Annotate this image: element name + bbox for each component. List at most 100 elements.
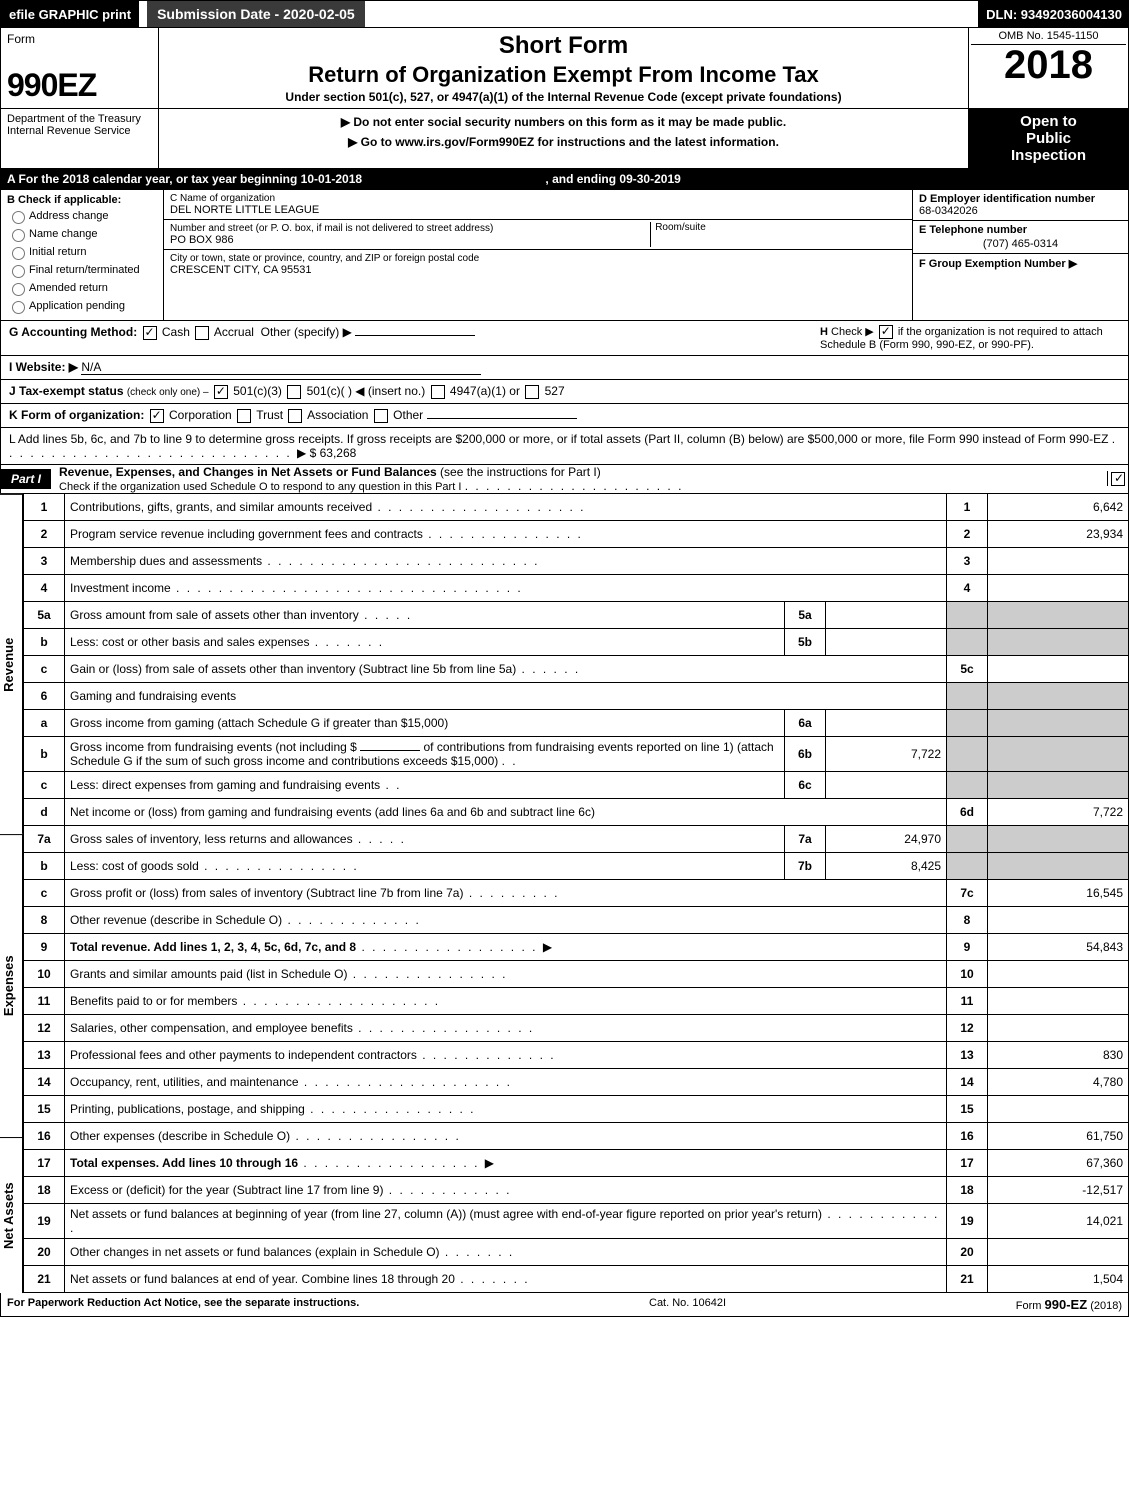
l1-rnum: 1 xyxy=(947,494,988,521)
line-5a: 5a Gross amount from sale of assets othe… xyxy=(24,601,1129,628)
l1-value: 6,642 xyxy=(988,494,1129,521)
l7a-subval: 24,970 xyxy=(826,825,947,852)
page-footer: For Paperwork Reduction Act Notice, see … xyxy=(0,1293,1129,1317)
l7b-rval-grey xyxy=(988,852,1129,879)
cb-other-org[interactable] xyxy=(374,409,388,423)
col-d-ids: D Employer identification number 68-0342… xyxy=(912,190,1128,320)
paperwork-notice: For Paperwork Reduction Act Notice, see … xyxy=(7,1297,359,1312)
l3-desc: Membership dues and assessments xyxy=(70,554,262,568)
l2-value: 23,934 xyxy=(988,520,1129,547)
cb-4947[interactable] xyxy=(431,385,445,399)
l4-desc: Investment income xyxy=(70,581,171,595)
open-to: Open to xyxy=(971,113,1126,130)
l3-num: 3 xyxy=(24,547,65,574)
cb-527[interactable] xyxy=(525,385,539,399)
l10-value xyxy=(988,960,1129,987)
cb-final-return[interactable]: Final return/terminated xyxy=(7,262,157,278)
line-14: 14 Occupancy, rent, utilities, and maint… xyxy=(24,1068,1129,1095)
l9-desc: Total revenue. Add lines 1, 2, 3, 4, 5c,… xyxy=(70,940,356,954)
l18-rnum: 18 xyxy=(947,1176,988,1203)
l6d-rnum: 6d xyxy=(947,798,988,825)
part-i-instr: (see the instructions for Part I) xyxy=(440,465,601,479)
open-public-block: Open to Public Inspection xyxy=(968,109,1128,168)
line-3: 3 Membership dues and assessments . . . … xyxy=(24,547,1129,574)
cb-schedule-b-not-required[interactable] xyxy=(879,325,893,339)
cb-amended-return[interactable]: Amended return xyxy=(7,280,157,296)
l6c-desc: Less: direct expenses from gaming and fu… xyxy=(70,778,380,792)
l10-desc: Grants and similar amounts paid (list in… xyxy=(70,967,347,981)
line-6a: a Gross income from gaming (attach Sched… xyxy=(24,709,1129,736)
row-l-text: L Add lines 5b, 6c, and 7b to line 9 to … xyxy=(9,432,1108,446)
form-of-org-label: K Form of organization: xyxy=(9,408,144,422)
l15-desc: Printing, publications, postage, and shi… xyxy=(70,1102,305,1116)
l20-rnum: 20 xyxy=(947,1238,988,1265)
cb-accrual[interactable] xyxy=(195,326,209,340)
l7a-rnum-grey xyxy=(947,825,988,852)
row-g: G Accounting Method: Cash Accrual Other … xyxy=(9,325,475,351)
ein-cell: D Employer identification number 68-0342… xyxy=(913,190,1128,221)
l16-value: 61,750 xyxy=(988,1122,1129,1149)
cb-501c[interactable] xyxy=(287,385,301,399)
return-title: Return of Organization Exempt From Incom… xyxy=(165,62,962,88)
group-exemption-label: F Group Exemption Number ▶ xyxy=(919,258,1077,270)
l6b-blank[interactable] xyxy=(360,750,420,751)
l5a-rnum-grey xyxy=(947,601,988,628)
l15-rnum: 15 xyxy=(947,1095,988,1122)
cb-name-change[interactable]: Name change xyxy=(7,226,157,242)
l21-value: 1,504 xyxy=(988,1265,1129,1292)
form-header: Form 990EZ Short Form Return of Organiza… xyxy=(0,28,1129,109)
l6b-num: b xyxy=(24,736,65,771)
cb-schedule-o-used[interactable] xyxy=(1111,472,1125,486)
cb-application-pending[interactable]: Application pending xyxy=(7,298,157,314)
l2-desc: Program service revenue including govern… xyxy=(70,527,423,541)
period-begin: A For the 2018 calendar year, or tax yea… xyxy=(7,172,362,186)
l6a-rval-grey xyxy=(988,709,1129,736)
l7a-num: 7a xyxy=(24,825,65,852)
opt-4947: 4947(a)(1) or xyxy=(450,384,520,398)
l6d-desc: Net income or (loss) from gaming and fun… xyxy=(70,805,595,819)
ssn-notice: ▶ Do not enter social security numbers o… xyxy=(165,115,962,129)
other-specify-label: Other (specify) ▶ xyxy=(261,325,352,339)
l5b-num: b xyxy=(24,628,65,655)
line-6: 6 Gaming and fundraising events xyxy=(24,682,1129,709)
cb-corporation[interactable] xyxy=(150,409,164,423)
efile-label[interactable]: efile GRAPHIC print xyxy=(1,1,139,27)
cb-association[interactable] xyxy=(288,409,302,423)
org-address-label: Number and street (or P. O. box, if mail… xyxy=(170,223,906,234)
l5a-num: 5a xyxy=(24,601,65,628)
other-org-input[interactable] xyxy=(427,418,577,419)
cb-cash[interactable] xyxy=(143,326,157,340)
l6c-subnum: 6c xyxy=(785,771,826,798)
org-name-value: DEL NORTE LITTLE LEAGUE xyxy=(170,204,906,216)
period-end: , and ending 09-30-2019 xyxy=(545,172,680,186)
cash-label: Cash xyxy=(162,325,190,339)
l5a-subnum: 5a xyxy=(785,601,826,628)
part-i-tab: Part I xyxy=(1,469,51,489)
cb-trust[interactable] xyxy=(237,409,251,423)
line-18: 18 Excess or (deficit) for the year (Sub… xyxy=(24,1176,1129,1203)
line-20: 20 Other changes in net assets or fund b… xyxy=(24,1238,1129,1265)
website-value: N/A xyxy=(81,360,481,375)
short-form-title: Short Form xyxy=(165,32,962,60)
cb-address-change[interactable]: Address change xyxy=(7,208,157,224)
l7b-rnum-grey xyxy=(947,852,988,879)
l7c-rnum: 7c xyxy=(947,879,988,906)
opt-corporation: Corporation xyxy=(169,408,232,422)
l19-num: 19 xyxy=(24,1203,65,1238)
l17-desc: Total expenses. Add lines 10 through 16 xyxy=(70,1156,298,1170)
l6-rval-grey xyxy=(988,682,1129,709)
cb-501c3[interactable] xyxy=(214,385,228,399)
other-specify-input[interactable] xyxy=(355,335,475,336)
l16-num: 16 xyxy=(24,1122,65,1149)
part-i-check-note: Check if the organization used Schedule … xyxy=(59,481,461,493)
l5c-desc: Gain or (loss) from sale of assets other… xyxy=(70,662,516,676)
l6b-subval: 7,722 xyxy=(826,736,947,771)
l9-rnum: 9 xyxy=(947,933,988,960)
cb-initial-return[interactable]: Initial return xyxy=(7,244,157,260)
line-12: 12 Salaries, other compensation, and emp… xyxy=(24,1014,1129,1041)
h-check-text: Check ▶ xyxy=(831,326,874,338)
part-i-header: Part I Revenue, Expenses, and Changes in… xyxy=(0,465,1129,494)
opt-trust: Trust xyxy=(256,408,283,422)
l20-desc: Other changes in net assets or fund bala… xyxy=(70,1245,440,1259)
omb-year-block: OMB No. 1545-1150 2018 xyxy=(968,28,1128,108)
